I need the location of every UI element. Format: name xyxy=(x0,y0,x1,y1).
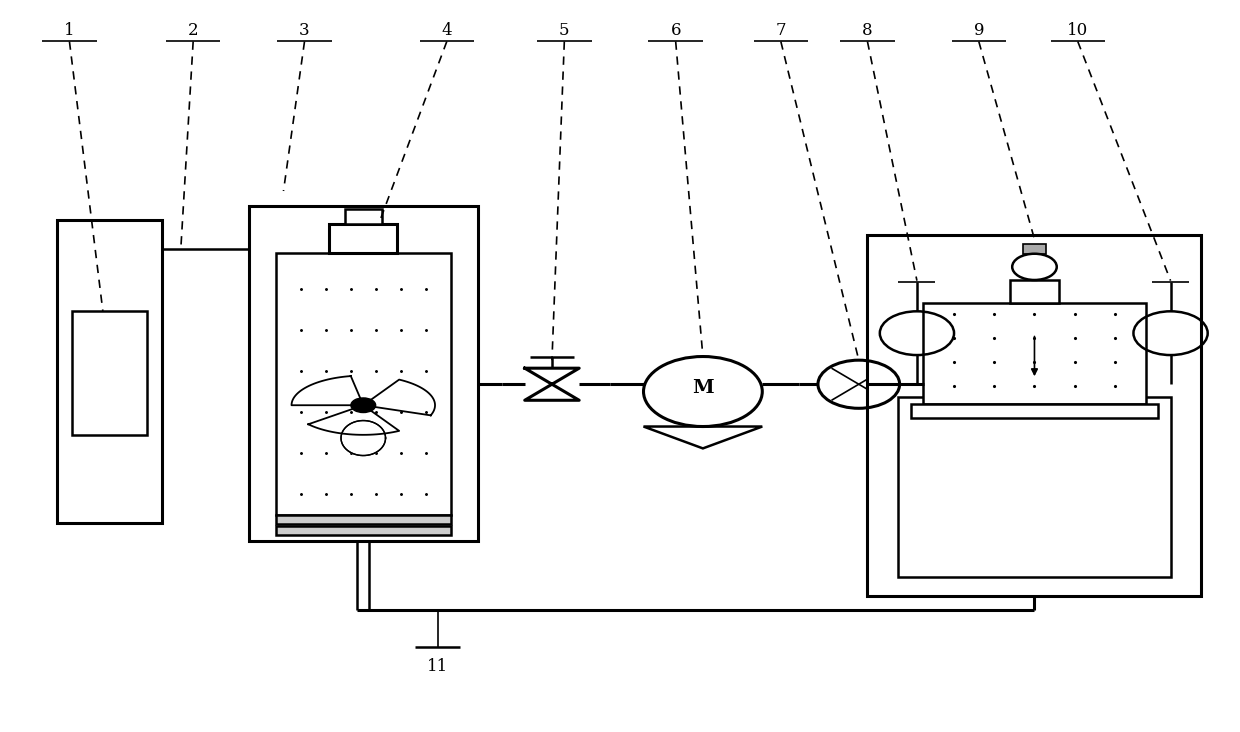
Text: 7: 7 xyxy=(775,21,786,39)
Text: 3: 3 xyxy=(299,21,310,39)
Text: 4: 4 xyxy=(441,21,453,39)
Text: 11: 11 xyxy=(427,657,448,675)
Bar xyxy=(277,253,450,515)
Text: 5: 5 xyxy=(559,21,569,39)
Circle shape xyxy=(351,398,376,413)
Bar xyxy=(868,235,1202,596)
Text: 6: 6 xyxy=(671,21,681,39)
Bar xyxy=(330,224,397,253)
Text: 9: 9 xyxy=(973,21,985,39)
Bar xyxy=(923,303,1146,404)
Bar xyxy=(57,220,162,523)
Bar xyxy=(910,404,1158,417)
Text: 8: 8 xyxy=(862,21,873,39)
Bar xyxy=(898,397,1171,578)
Bar xyxy=(1023,244,1045,254)
Bar xyxy=(72,311,148,436)
Text: 10: 10 xyxy=(1068,21,1089,39)
Bar xyxy=(277,526,450,535)
Text: 1: 1 xyxy=(64,21,74,39)
Bar xyxy=(345,209,382,224)
Polygon shape xyxy=(341,421,386,455)
Text: 2: 2 xyxy=(187,21,198,39)
Bar xyxy=(249,206,477,541)
Bar xyxy=(277,515,450,524)
Bar xyxy=(1009,280,1059,303)
Text: M: M xyxy=(692,379,714,397)
